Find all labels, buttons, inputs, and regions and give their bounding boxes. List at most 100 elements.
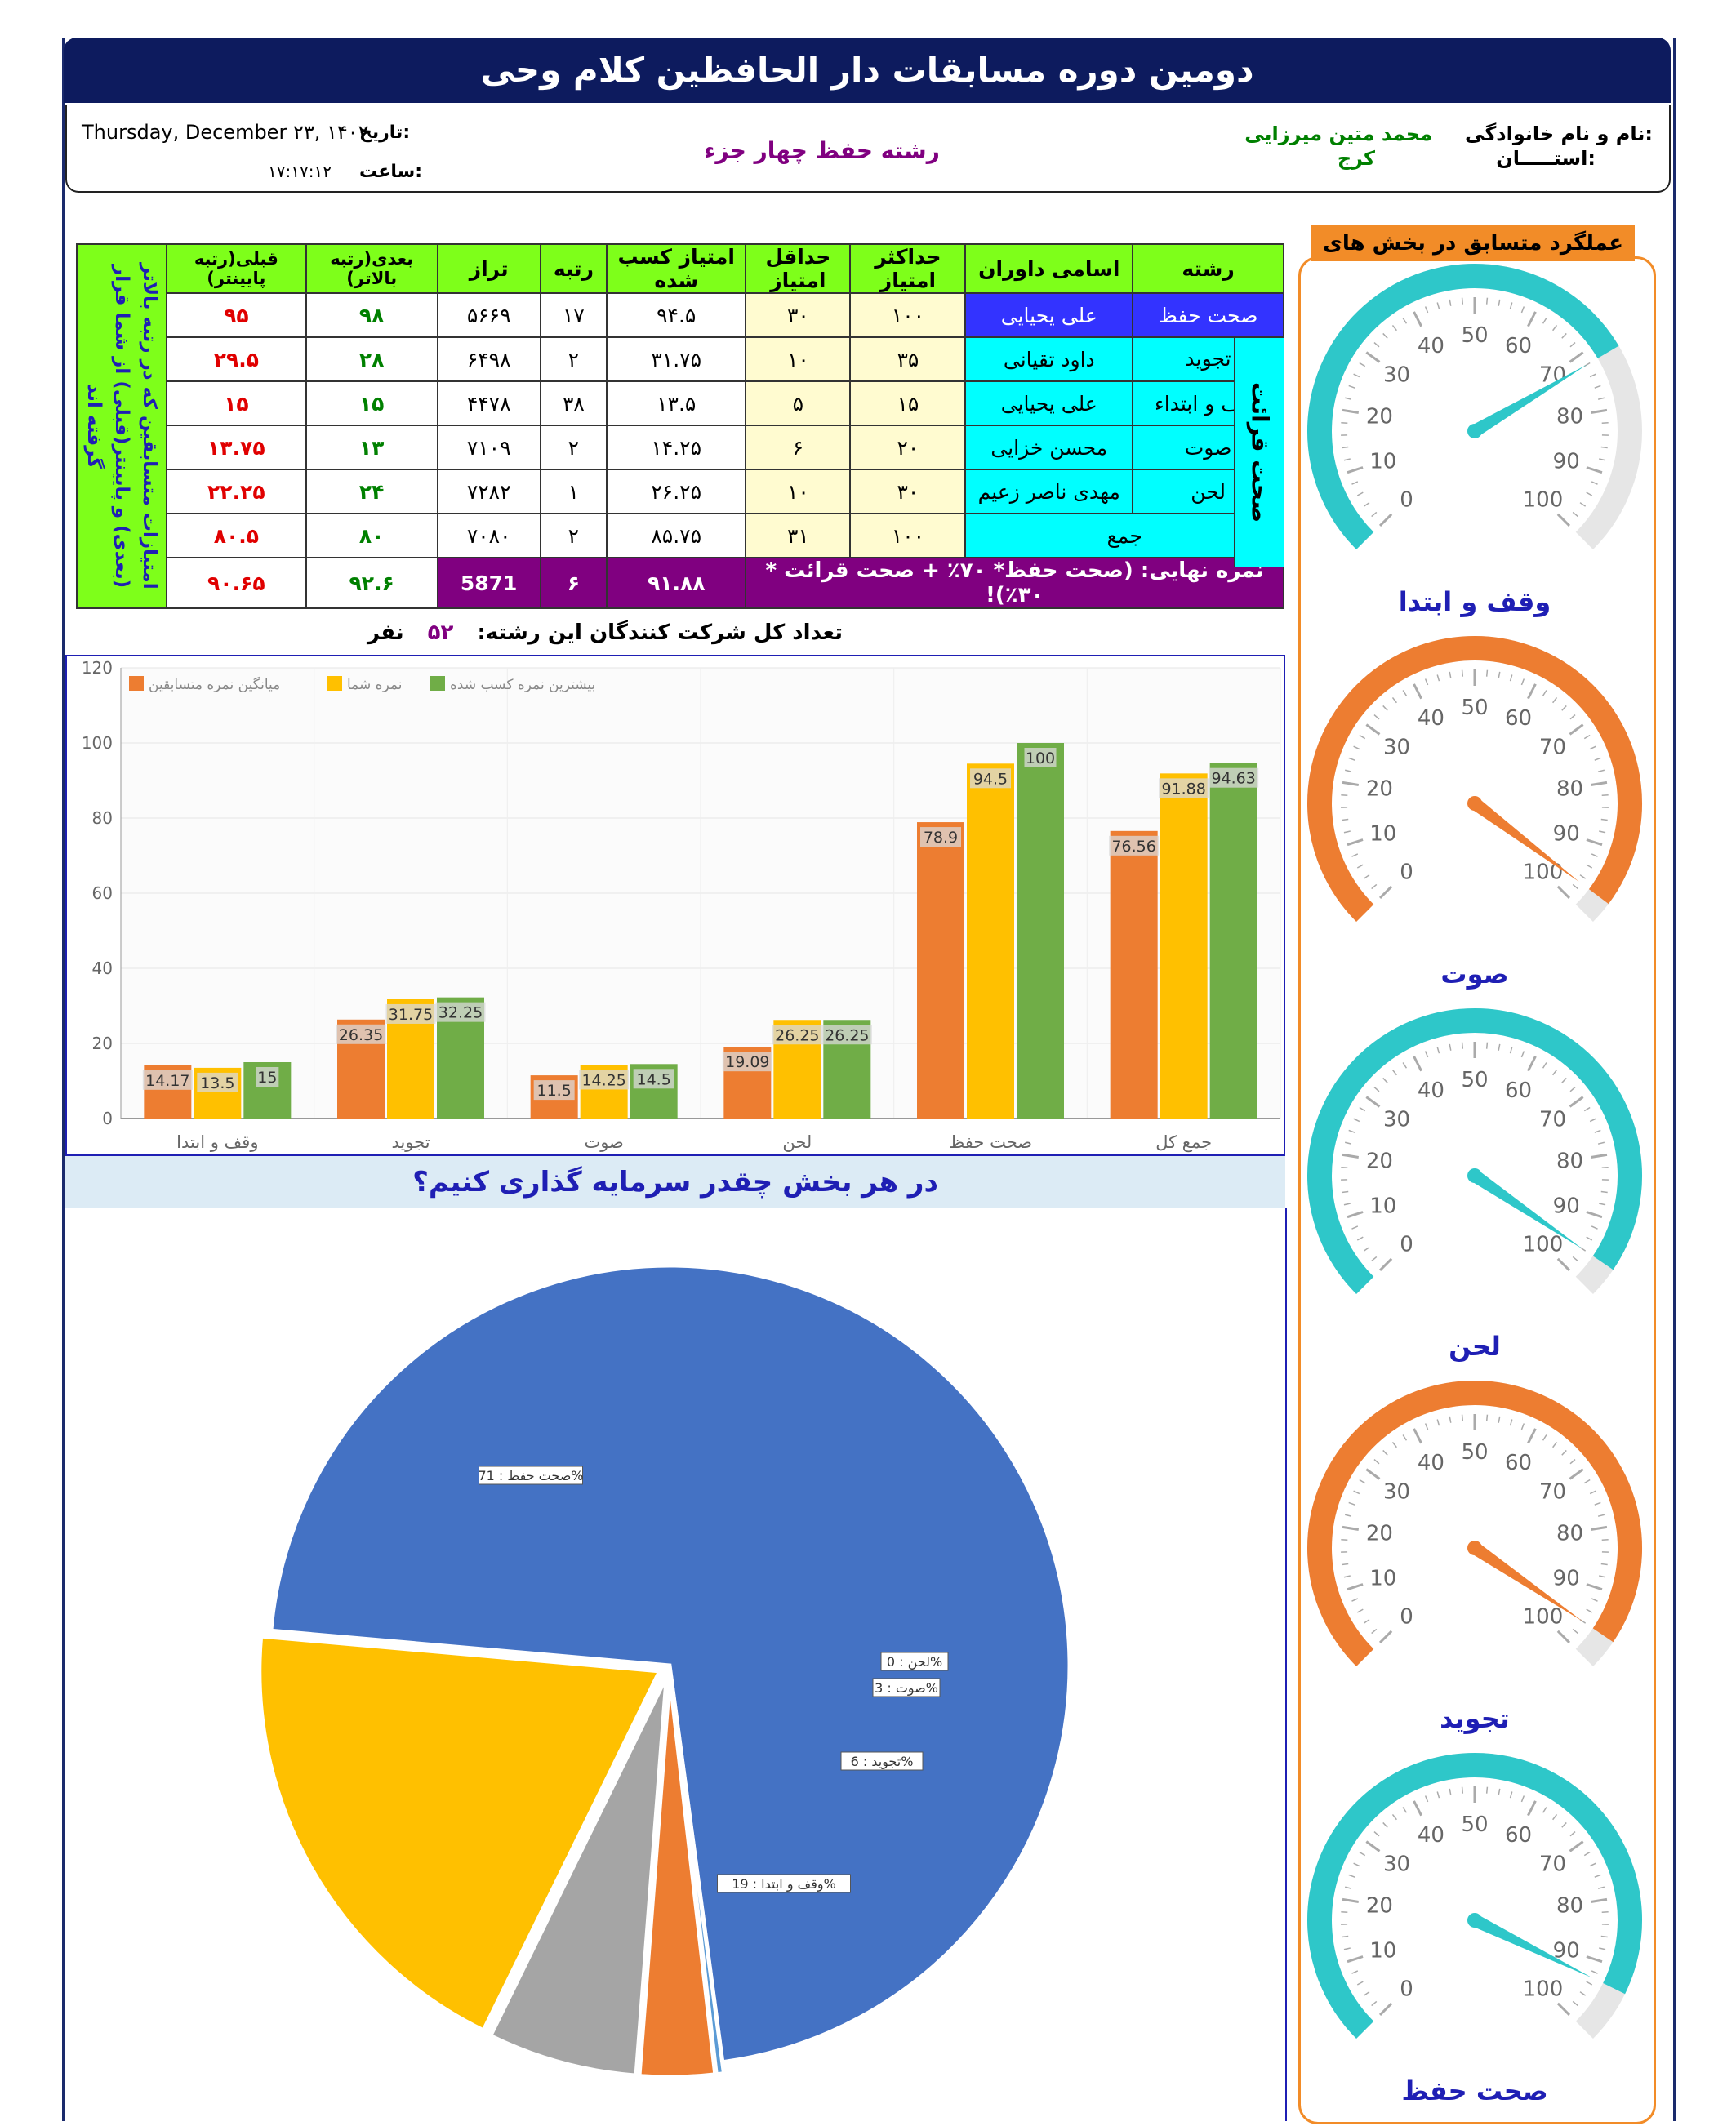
gauge-tick: [1461, 297, 1464, 305]
gauge-tick: [1378, 513, 1393, 527]
gauge-tick-label: 10: [1369, 1566, 1396, 1590]
gauge-tick: [1594, 1874, 1601, 1878]
cell-prev: ۲۹.۵: [165, 336, 307, 382]
pie-slice: [487, 1675, 669, 2078]
gauge-tick-label: 100: [1523, 1604, 1564, 1629]
gauge-tick-label: 100: [1523, 1977, 1564, 2001]
report-frame: [62, 38, 1676, 2121]
gauge-tick: [1449, 1043, 1452, 1051]
participant-count: تعداد کل شرکت کنندگان این رشته: ۵۲ نفر: [367, 620, 843, 645]
gauge-tick: [1569, 1458, 1576, 1465]
gauge-tick-label: 90: [1553, 821, 1580, 846]
gauge-tick: [1351, 853, 1359, 857]
gauge-tick: [1572, 1256, 1578, 1262]
gauge-tick: [1586, 491, 1593, 496]
gauge-tick-label: 80: [1556, 405, 1583, 429]
score-table: رشته اسامی داوران حداکثر امتیاز حداقل ام…: [76, 243, 1284, 609]
gauge-tick: [1356, 864, 1364, 869]
gauge-label: لحن: [1449, 1331, 1501, 1362]
gauge-tick: [1542, 1062, 1547, 1069]
name-label: نام و نام خانوادگی:: [1465, 122, 1653, 145]
cell-next: ۱۳: [305, 425, 438, 470]
gauge-hub: [1467, 1168, 1482, 1183]
gauge-needle: [1471, 1914, 1592, 1978]
gauge-tick-label: 30: [1383, 1480, 1410, 1505]
final-next: ۹۲.۶: [305, 557, 438, 609]
group-label-cell: صحت قرائت: [1234, 338, 1284, 567]
gauge-tick: [1569, 1830, 1576, 1837]
gauge-tick: [1527, 1428, 1537, 1444]
gauge-tick-label: 0: [1400, 1977, 1413, 2001]
gauge-tick-label: 60: [1505, 1079, 1532, 1103]
gauge-tick-label: 70: [1539, 1108, 1566, 1132]
side-note-cell: امتیازات متسابقین که در رتبه بالاتر (بعد…: [76, 243, 167, 609]
y-tick-label: 20: [92, 1034, 113, 1053]
gauge-tick: [1583, 1851, 1591, 1857]
gauge-tick: [1347, 838, 1364, 847]
gauge-hub: [1467, 424, 1482, 438]
cell-next: ۹۸: [305, 292, 438, 338]
y-tick-label: 40: [92, 958, 113, 978]
gauge-tick: [1373, 1458, 1380, 1465]
bar-label-bg: [1159, 778, 1209, 798]
side-note: امتیازات متسابقین که در رتبه بالاتر (بعد…: [82, 263, 160, 589]
bar-label-bg: [579, 1070, 630, 1090]
cell-max: ۳۵: [849, 336, 967, 382]
gauge-tick-label: 0: [1400, 860, 1413, 884]
gauge-tick: [1589, 1118, 1596, 1123]
gauge-tick-label: 20: [1366, 405, 1393, 429]
gauge-tick: [1586, 1236, 1593, 1241]
province-value: کرج: [1337, 147, 1375, 170]
gauge-tick: [1498, 1788, 1501, 1795]
gauge-tick: [1373, 1830, 1380, 1837]
gauge-tick: [1509, 1791, 1513, 1799]
legend-label: نمره شما: [347, 677, 403, 693]
gauge-tick: [1353, 373, 1360, 378]
gauge-tick: [1348, 757, 1355, 761]
gauge-tick: [1391, 696, 1397, 704]
gauge-tick-label: 100: [1523, 1232, 1564, 1256]
gauge-tick: [1365, 723, 1381, 736]
gauge-tick: [1597, 769, 1605, 772]
y-tick-label: 80: [92, 808, 113, 828]
bar-label-bg: [435, 1002, 486, 1022]
gauge-tick: [1583, 734, 1591, 740]
bar-value-label: 26.35: [339, 1026, 383, 1044]
gauge-tick: [1424, 306, 1429, 314]
bar-value-label: 94.5: [973, 770, 1008, 788]
gauge-tick: [1359, 1851, 1366, 1857]
gauge-tick: [1342, 781, 1360, 786]
gauge-tick: [1371, 1628, 1378, 1635]
gauge-tick-label: 0: [1400, 1232, 1413, 1256]
final-prev: ۹۰.۶۵: [165, 557, 307, 609]
gauge-tick: [1591, 1598, 1598, 1602]
gauge-tick: [1569, 1096, 1584, 1108]
gauge-tick: [1342, 408, 1360, 414]
gauge-tick: [1520, 1795, 1525, 1803]
gauge-tick: [1436, 1419, 1440, 1426]
gauge-tick: [1363, 502, 1370, 507]
y-tick-label: 0: [102, 1109, 113, 1128]
pie-label: تجوید : 6%: [851, 1754, 914, 1770]
gauge-tick: [1569, 1840, 1584, 1852]
final-score: ۹۱.۸۸: [606, 557, 747, 609]
gauge-tick-label: 40: [1418, 706, 1444, 731]
gauge-tick: [1436, 302, 1440, 309]
bar-label-bg: [197, 1072, 238, 1092]
cell-taraz: ۴۴۷۸: [436, 380, 541, 426]
gauge-tick: [1436, 674, 1440, 682]
gauge-tick: [1600, 1190, 1608, 1194]
time-value: ۱۷:۱۷:۱۲: [268, 162, 332, 181]
gauge-tick: [1509, 1419, 1513, 1426]
bar-label-bg: [385, 1003, 436, 1024]
gauge-tick: [1342, 1190, 1349, 1194]
gauge-tick: [1382, 1449, 1388, 1456]
gauge-tick: [1343, 1947, 1351, 1950]
gauge-tick: [1485, 297, 1489, 305]
gauge-tick: [1597, 1514, 1605, 1517]
bar-value-label: 100: [1026, 749, 1055, 767]
gauge-tick: [1424, 1051, 1429, 1058]
gauge-tick-label: 20: [1366, 777, 1393, 802]
gauge-tick: [1498, 1416, 1501, 1423]
